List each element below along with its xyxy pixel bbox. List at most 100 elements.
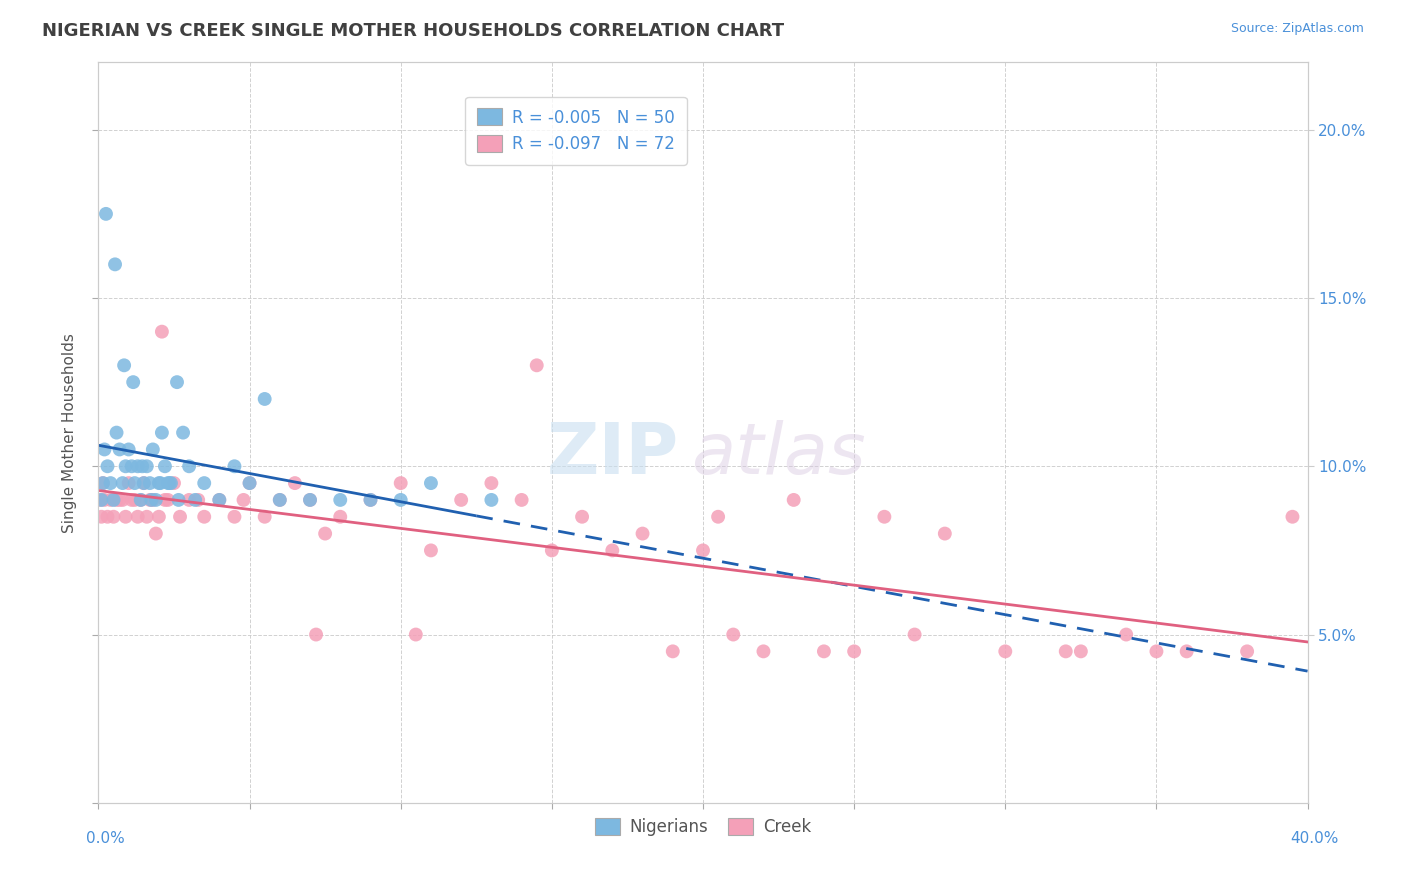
Point [118, 442, 141, 457]
Point [269, 492, 291, 507]
Point [420, 476, 443, 491]
Point [149, 476, 172, 491]
Point [208, 492, 231, 507]
Point [360, 492, 382, 507]
Point [813, 644, 835, 658]
Point [934, 526, 956, 541]
Point [122, 375, 145, 389]
Point [132, 476, 155, 491]
Point [314, 526, 336, 541]
Point [96, 509, 118, 524]
Legend: Nigerians, Creek: Nigerians, Creek [585, 808, 821, 847]
Point [127, 509, 149, 524]
Point [510, 492, 533, 507]
Point [160, 476, 183, 491]
Point [450, 492, 472, 507]
Point [1115, 627, 1137, 641]
Point [904, 627, 927, 641]
Point [224, 459, 246, 474]
Point [239, 476, 262, 491]
Point [150, 325, 173, 339]
Point [108, 492, 131, 507]
Point [156, 492, 179, 507]
Point [135, 509, 157, 524]
Point [121, 459, 143, 474]
Point [96, 459, 118, 474]
Point [100, 476, 122, 491]
Text: atlas: atlas [690, 420, 866, 490]
Point [305, 627, 328, 641]
Point [329, 509, 352, 524]
Point [253, 509, 276, 524]
Point [114, 459, 136, 474]
Point [103, 509, 125, 524]
Point [148, 476, 170, 491]
Point [145, 526, 167, 541]
Point [131, 459, 153, 474]
Point [224, 509, 246, 524]
Point [142, 492, 165, 507]
Point [167, 492, 190, 507]
Point [111, 476, 134, 491]
Point [783, 492, 806, 507]
Point [1054, 644, 1077, 658]
Point [269, 492, 291, 507]
Point [163, 476, 186, 491]
Point [166, 375, 188, 389]
Point [184, 492, 207, 507]
Point [405, 627, 427, 641]
Point [329, 492, 352, 507]
Point [139, 476, 162, 491]
Point [108, 442, 131, 457]
Point [129, 492, 152, 507]
Point [124, 492, 146, 507]
Point [111, 492, 134, 507]
Point [114, 509, 136, 524]
Point [1281, 509, 1303, 524]
Point [844, 644, 866, 658]
Point [135, 459, 157, 474]
Point [873, 509, 896, 524]
Point [89, 492, 111, 507]
Text: Source: ZipAtlas.com: Source: ZipAtlas.com [1230, 22, 1364, 36]
Point [100, 492, 122, 507]
Point [602, 543, 624, 558]
Point [104, 257, 127, 271]
Point [93, 492, 115, 507]
Point [172, 425, 194, 440]
Point [91, 476, 114, 491]
Point [360, 492, 382, 507]
Point [121, 492, 143, 507]
Point [150, 425, 173, 440]
Point [145, 492, 167, 507]
Point [707, 509, 730, 524]
Point [420, 543, 443, 558]
Text: ZIP: ZIP [547, 420, 679, 490]
Point [142, 442, 165, 457]
Point [103, 492, 125, 507]
Text: 0.0%: 0.0% [86, 831, 125, 846]
Point [692, 543, 714, 558]
Point [253, 392, 276, 406]
Point [389, 492, 412, 507]
Y-axis label: Single Mother Households: Single Mother Households [62, 333, 77, 533]
Point [239, 476, 262, 491]
Point [159, 476, 181, 491]
Point [153, 459, 176, 474]
Point [90, 492, 112, 507]
Point [232, 492, 254, 507]
Point [153, 492, 176, 507]
Point [540, 543, 562, 558]
Point [179, 492, 201, 507]
Point [129, 492, 152, 507]
Point [112, 359, 135, 373]
Point [481, 492, 503, 507]
Point [193, 476, 215, 491]
Point [994, 644, 1017, 658]
Point [124, 476, 146, 491]
Point [661, 644, 683, 658]
Point [571, 509, 593, 524]
Point [631, 526, 654, 541]
Point [91, 476, 114, 491]
Point [105, 492, 128, 507]
